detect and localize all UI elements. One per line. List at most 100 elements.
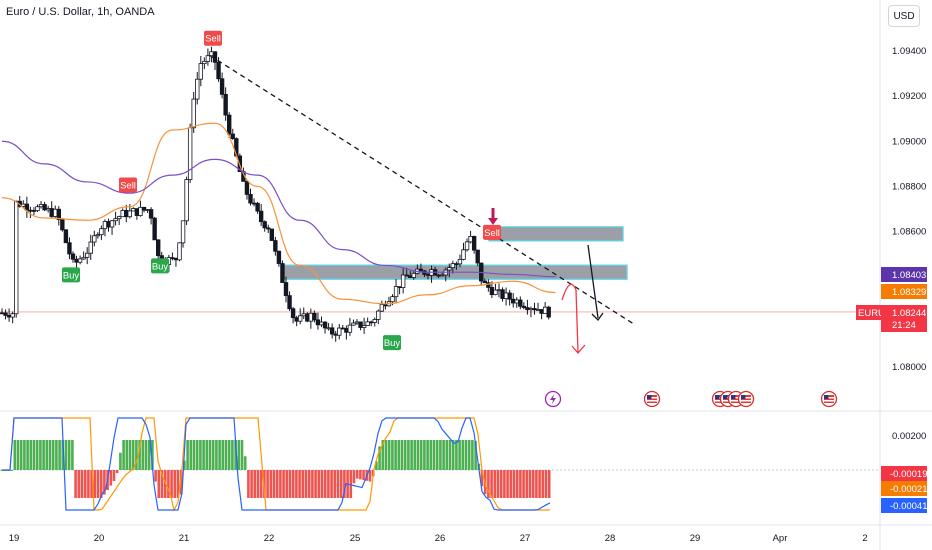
macd-histogram-bar — [269, 470, 273, 498]
candle-body — [322, 321, 328, 329]
time-tick-label: 27 — [520, 533, 531, 544]
macd-histogram-bar — [304, 470, 308, 498]
price-label-text: 1.08403 — [892, 270, 926, 281]
candle-body — [489, 287, 495, 296]
candle-body — [312, 312, 317, 321]
macd-histogram-bar — [429, 440, 433, 470]
flag-stripe — [824, 397, 834, 399]
candle-body — [535, 309, 541, 311]
macd-histogram-bar — [349, 470, 353, 498]
candle-body — [461, 249, 466, 260]
candle-body — [95, 234, 101, 237]
signal-box — [204, 30, 222, 46]
macd-histogram-bar — [147, 440, 151, 470]
candle-body — [226, 114, 232, 135]
price-tick-label: 1.08800 — [892, 181, 926, 192]
macd-histogram-bar — [474, 441, 477, 470]
annotations — [488, 208, 604, 354]
macd-histogram-bar — [218, 440, 221, 470]
macd-histogram-bar — [375, 461, 378, 470]
last-price-box — [881, 305, 927, 332]
macd-histogram-bar — [512, 470, 516, 498]
macd-histogram-bar — [343, 470, 346, 498]
macd-value-box — [881, 498, 927, 513]
dashed-trendline — [209, 54, 635, 325]
signal-label: Sell — [205, 34, 221, 45]
candle-body — [120, 210, 125, 218]
symbol-title: Euro / U.S. Dollar, 1h, OANDA — [6, 6, 155, 18]
candle-body — [42, 204, 47, 211]
macd-histogram-bar — [400, 440, 404, 470]
candle-body — [74, 258, 79, 263]
macd-panel: 0.00200 -0.00019 -0.00021 -0.00041 — [0, 417, 928, 513]
macd-histogram-bar — [384, 440, 388, 470]
signal-label: Sell — [484, 228, 500, 239]
candle-body — [198, 63, 203, 80]
candle-body — [24, 203, 30, 211]
macd-histogram-bar — [250, 470, 253, 498]
candle-body — [60, 219, 65, 231]
candle-body — [124, 210, 129, 218]
flag-stripe — [731, 397, 741, 399]
macd-histogram-bar — [224, 440, 228, 470]
macd-histogram-bar — [368, 470, 372, 482]
price-label: 1.08403 — [881, 267, 927, 282]
candle-body — [63, 229, 69, 244]
candle-body — [347, 324, 353, 333]
macd-histogram-bar — [391, 440, 394, 470]
candle-body — [542, 306, 548, 314]
flag-stripe — [647, 397, 657, 399]
macd-histogram-bar — [455, 440, 458, 470]
time-tick-label: 20 — [94, 533, 105, 544]
macd-histogram-bar — [215, 440, 218, 470]
macd-value-text: -0.00021 — [890, 484, 928, 495]
candle-body — [116, 216, 122, 220]
flag-canton — [715, 395, 720, 399]
macd-histogram-bar — [247, 470, 250, 498]
macd-histogram-bar — [10, 470, 13, 471]
macd-histogram-bar — [439, 440, 442, 470]
macd-histogram-bar — [426, 440, 429, 470]
candle-body — [6, 315, 12, 318]
macd-histogram-bar — [531, 470, 535, 498]
candle-body — [436, 274, 441, 277]
macd-histogram-bar — [387, 440, 391, 470]
candle-body — [99, 228, 104, 236]
currency-button[interactable]: USD — [888, 5, 920, 27]
signal-label: Buy — [384, 338, 401, 349]
macd-histogram-bar — [135, 440, 138, 470]
macd-histogram-bar — [330, 470, 333, 498]
candle-body — [344, 328, 349, 333]
macd-histogram-bar — [96, 470, 100, 498]
candle-body — [315, 319, 321, 326]
macd-histogram-bar — [480, 470, 484, 487]
macd-value-text: -0.00019 — [890, 469, 928, 480]
macd-histogram-bar — [445, 440, 449, 470]
macd-histogram-bar — [128, 440, 132, 470]
candle-body — [244, 180, 250, 195]
candle-body — [326, 327, 331, 330]
candle-body — [351, 322, 356, 326]
candle-body — [383, 304, 388, 307]
candle-body — [173, 257, 179, 261]
macd-histogram-bar — [93, 470, 97, 498]
macd-histogram-bar — [45, 440, 49, 470]
macd-histogram-bar — [333, 470, 337, 498]
macd-histogram-bar — [237, 440, 241, 470]
macd-histogram-bar — [23, 440, 26, 470]
candle-body — [468, 236, 473, 243]
macd-histogram-bar — [163, 470, 167, 498]
candle-body — [454, 263, 459, 266]
candle-body — [510, 298, 516, 304]
signal-buy: Buy — [383, 335, 401, 351]
macd-value-box — [881, 481, 927, 496]
macd-histogram-bar — [99, 470, 103, 498]
candle-body — [493, 289, 498, 296]
time-tick-label: 28 — [605, 533, 616, 544]
candle-body — [148, 209, 154, 219]
macd-histogram-bar — [231, 440, 234, 470]
macd-value-label: -0.00021 — [881, 481, 928, 496]
flag-stripe — [741, 400, 751, 402]
signal-box — [62, 267, 80, 283]
